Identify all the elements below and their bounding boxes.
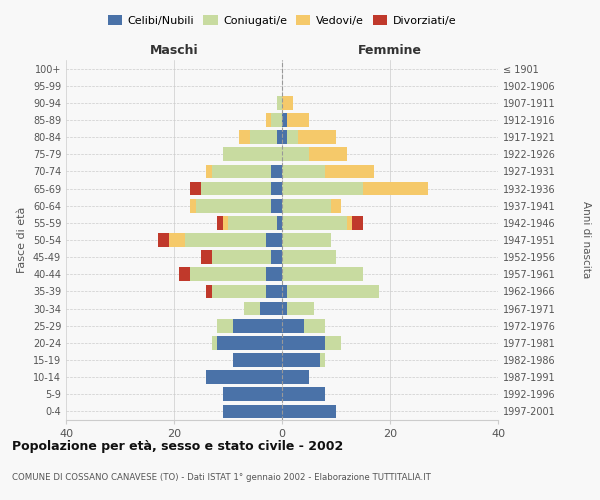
Bar [169, 233, 185, 247]
Bar [282, 164, 325, 178]
Bar [266, 284, 282, 298]
Bar [363, 182, 428, 196]
Bar [277, 216, 282, 230]
Text: Femmine: Femmine [358, 44, 422, 57]
Bar [233, 319, 282, 332]
Text: Anni di nascita: Anni di nascita [581, 202, 591, 278]
Bar [196, 199, 271, 212]
Bar [282, 130, 287, 144]
Bar [179, 268, 190, 281]
Bar [320, 353, 325, 367]
Bar [190, 199, 196, 212]
Bar [217, 216, 223, 230]
Bar [201, 182, 271, 196]
Bar [331, 199, 341, 212]
Bar [244, 302, 260, 316]
Bar [282, 250, 336, 264]
Bar [233, 353, 282, 367]
Bar [250, 130, 277, 144]
Text: Popolazione per età, sesso e stato civile - 2002: Popolazione per età, sesso e stato civil… [12, 440, 343, 453]
Bar [325, 164, 374, 178]
Text: COMUNE DI COSSANO CANAVESE (TO) - Dati ISTAT 1° gennaio 2002 - Elaborazione TUTT: COMUNE DI COSSANO CANAVESE (TO) - Dati I… [12, 473, 431, 482]
Bar [287, 302, 314, 316]
Bar [271, 164, 282, 178]
Bar [287, 130, 298, 144]
Bar [282, 319, 304, 332]
Bar [260, 302, 282, 316]
Bar [282, 370, 309, 384]
Bar [206, 370, 282, 384]
Bar [212, 164, 271, 178]
Bar [206, 164, 212, 178]
Bar [223, 216, 228, 230]
Bar [309, 148, 347, 161]
Bar [287, 284, 379, 298]
Bar [352, 216, 363, 230]
Bar [228, 216, 277, 230]
Bar [190, 268, 266, 281]
Bar [282, 233, 331, 247]
Bar [185, 233, 266, 247]
Bar [266, 233, 282, 247]
Y-axis label: Fasce di età: Fasce di età [17, 207, 27, 273]
Bar [212, 336, 217, 349]
Bar [206, 284, 212, 298]
Bar [271, 250, 282, 264]
Bar [266, 113, 271, 127]
Bar [282, 182, 363, 196]
Bar [304, 319, 325, 332]
Bar [282, 113, 287, 127]
Bar [239, 130, 250, 144]
Bar [217, 319, 233, 332]
Bar [223, 148, 282, 161]
Bar [282, 284, 287, 298]
Bar [282, 404, 336, 418]
Bar [158, 233, 169, 247]
Bar [212, 250, 271, 264]
Bar [271, 199, 282, 212]
Bar [190, 182, 201, 196]
Bar [277, 96, 282, 110]
Bar [282, 148, 309, 161]
Bar [277, 130, 282, 144]
Legend: Celibi/Nubili, Coniugati/e, Vedovi/e, Divorziati/e: Celibi/Nubili, Coniugati/e, Vedovi/e, Di… [103, 10, 461, 30]
Bar [282, 388, 325, 401]
Bar [271, 113, 282, 127]
Bar [282, 302, 287, 316]
Bar [347, 216, 352, 230]
Bar [223, 388, 282, 401]
Bar [325, 336, 341, 349]
Bar [201, 250, 212, 264]
Bar [282, 353, 320, 367]
Bar [287, 113, 309, 127]
Bar [223, 404, 282, 418]
Bar [217, 336, 282, 349]
Text: Maschi: Maschi [149, 44, 199, 57]
Bar [271, 182, 282, 196]
Bar [282, 199, 331, 212]
Bar [282, 268, 363, 281]
Bar [282, 216, 347, 230]
Bar [282, 336, 325, 349]
Bar [212, 284, 266, 298]
Bar [298, 130, 336, 144]
Bar [282, 96, 293, 110]
Bar [266, 268, 282, 281]
